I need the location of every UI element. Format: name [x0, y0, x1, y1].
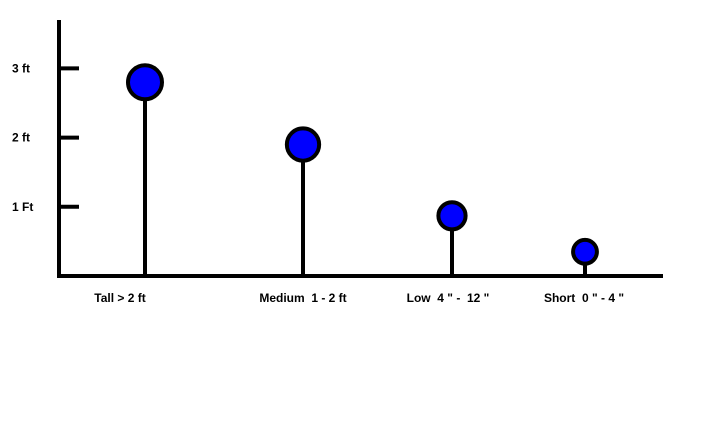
lollipop-marker: [284, 126, 322, 163]
lollipop-marker: [436, 200, 468, 232]
y-tick-label: 3 ft: [12, 61, 30, 75]
axes: [57, 20, 663, 278]
category-label: Tall > 2 ft: [94, 291, 145, 305]
lollipop-marks: [126, 63, 599, 276]
category-labels: Tall > 2 ft Medium 1 - 2 ft Low 4 " - 12 "…: [94, 291, 624, 305]
category-label: Medium 1 - 2 ft: [259, 291, 346, 305]
y-tick-label: 2 ft: [12, 131, 30, 145]
lollipop-marker: [571, 237, 599, 266]
category-label: Low 4 " - 12 ": [407, 291, 490, 305]
y-ticks: 1 Ft 2 ft 3 ft: [12, 61, 79, 214]
y-tick-label: 1 Ft: [12, 200, 33, 214]
category-label: Short 0 " - 4 ": [544, 291, 624, 305]
lollipop-marker: [126, 63, 164, 102]
